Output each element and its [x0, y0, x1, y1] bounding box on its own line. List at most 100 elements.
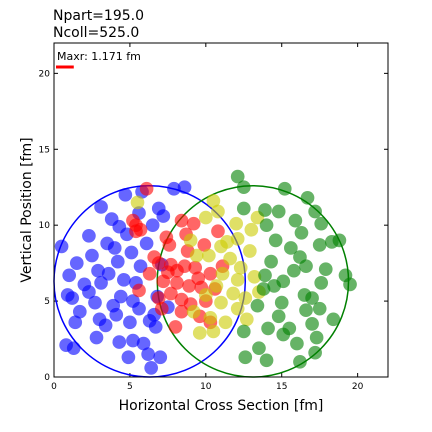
participants-a-point: [139, 181, 154, 196]
spectators-a-point: [66, 341, 81, 355]
spectators-a-point: [88, 295, 102, 310]
spectators-b-point: [287, 263, 301, 278]
spectators-b-point: [258, 203, 272, 217]
spectators-a-point: [153, 350, 168, 365]
participants-b-point: [244, 222, 259, 237]
participants-a-point: [203, 266, 218, 281]
y-tick-label: 20: [39, 69, 51, 79]
spectators-b-point: [276, 327, 291, 342]
spectators-b-point: [314, 216, 329, 231]
spectators-b-point: [326, 312, 341, 327]
participants-a-point: [154, 301, 169, 316]
y-tick-label: 0: [44, 373, 50, 383]
spectators-a-point: [118, 187, 133, 202]
participants-b-point: [220, 235, 234, 249]
participants-a-point: [161, 265, 175, 280]
spectators-a-point: [91, 263, 105, 278]
spectators-a-point: [69, 256, 84, 270]
participants-a-point: [211, 224, 225, 239]
participants-b-point: [183, 233, 198, 248]
x-axis-label: Horizontal Cross Section [fm]: [119, 398, 324, 414]
participants-b-point: [186, 304, 201, 319]
participants-b-point: [230, 232, 245, 246]
spectators-b-point: [293, 354, 307, 369]
spectators-a-point: [136, 336, 151, 351]
spectators-b-point: [288, 213, 303, 228]
participants-a-point: [142, 266, 157, 281]
spectators-b-point: [305, 317, 319, 331]
spectators-b-point: [274, 295, 289, 310]
spectators-a-point: [141, 347, 155, 362]
spectators-b-point: [264, 254, 278, 269]
spectators-a-point: [113, 289, 128, 304]
spectators-b-point: [312, 238, 327, 252]
spectators-b-point: [236, 201, 251, 216]
participants-b-point: [192, 326, 207, 340]
participants-a-point: [151, 291, 166, 305]
data-points: [54, 169, 357, 375]
participants-a-point: [182, 279, 196, 293]
spectators-b-point: [305, 291, 319, 305]
x-tick-label: 10: [200, 382, 212, 392]
spectators-a-point: [72, 304, 87, 319]
spectators-b-point: [256, 282, 271, 296]
spectators-a-point: [82, 228, 96, 243]
participants-b-point: [239, 312, 254, 327]
x-tick-label: 15: [276, 382, 287, 392]
spectators-a-point: [107, 241, 122, 255]
participants-b-point: [218, 315, 233, 330]
participants-b-point: [203, 310, 218, 325]
spectators-a-point: [167, 181, 181, 196]
spectators-a-point: [121, 350, 136, 365]
spectators-a-point: [92, 312, 107, 327]
participants-a-point: [174, 213, 189, 228]
x-tick-label: 5: [127, 382, 133, 392]
spectators-b-point: [268, 233, 283, 248]
axis-ticks: 0 5 10 15 20 0 5 10 15 20: [39, 43, 388, 392]
participants-b-point: [243, 244, 257, 258]
spectators-b-point: [312, 301, 327, 316]
participants-a-point: [164, 286, 178, 301]
spectators-a-point: [177, 180, 192, 195]
participants-a-point: [174, 304, 189, 319]
participants-b-point: [130, 195, 145, 210]
participants-a-point: [170, 276, 184, 290]
participants-b-point: [247, 269, 262, 284]
participants-b-point: [230, 273, 245, 287]
participants-a-point: [188, 260, 203, 275]
spectators-a-point: [68, 315, 83, 330]
participants-b-point: [189, 248, 204, 263]
spectators-b-point: [314, 276, 329, 290]
participants-a-point: [132, 283, 146, 298]
spectators-b-point: [258, 268, 272, 283]
spectators-b-point: [261, 321, 275, 336]
participants-a-point: [133, 222, 148, 237]
spectators-a-point: [62, 268, 77, 283]
y-tick-label: 15: [39, 145, 50, 155]
y-tick-label: 10: [39, 221, 51, 231]
spectators-a-point: [101, 266, 116, 281]
spectators-b-point: [318, 262, 333, 277]
spectators-a-point: [94, 276, 108, 290]
spectators-a-point: [126, 333, 140, 348]
spectators-b-point: [277, 181, 292, 196]
participants-a-point: [151, 256, 166, 270]
spectators-a-point: [117, 273, 131, 287]
spectators-b-point: [294, 225, 309, 240]
spectators-b-point: [259, 353, 274, 368]
spectators-a-point: [85, 248, 99, 263]
spectators-a-point: [126, 294, 140, 308]
participants-b-point: [198, 288, 213, 302]
spectators-b-point: [332, 233, 347, 248]
spectators-b-point: [284, 241, 298, 255]
spectators-b-point: [343, 277, 357, 292]
participants-b-point: [214, 295, 228, 310]
participants-b-point: [229, 216, 244, 231]
participants-b-point: [223, 251, 237, 266]
participants-b-point: [233, 260, 248, 275]
spectators-a-point: [145, 218, 160, 233]
spectators-a-point: [133, 259, 148, 274]
x-tick-label: 0: [51, 382, 57, 392]
spectators-b-point: [238, 350, 253, 365]
